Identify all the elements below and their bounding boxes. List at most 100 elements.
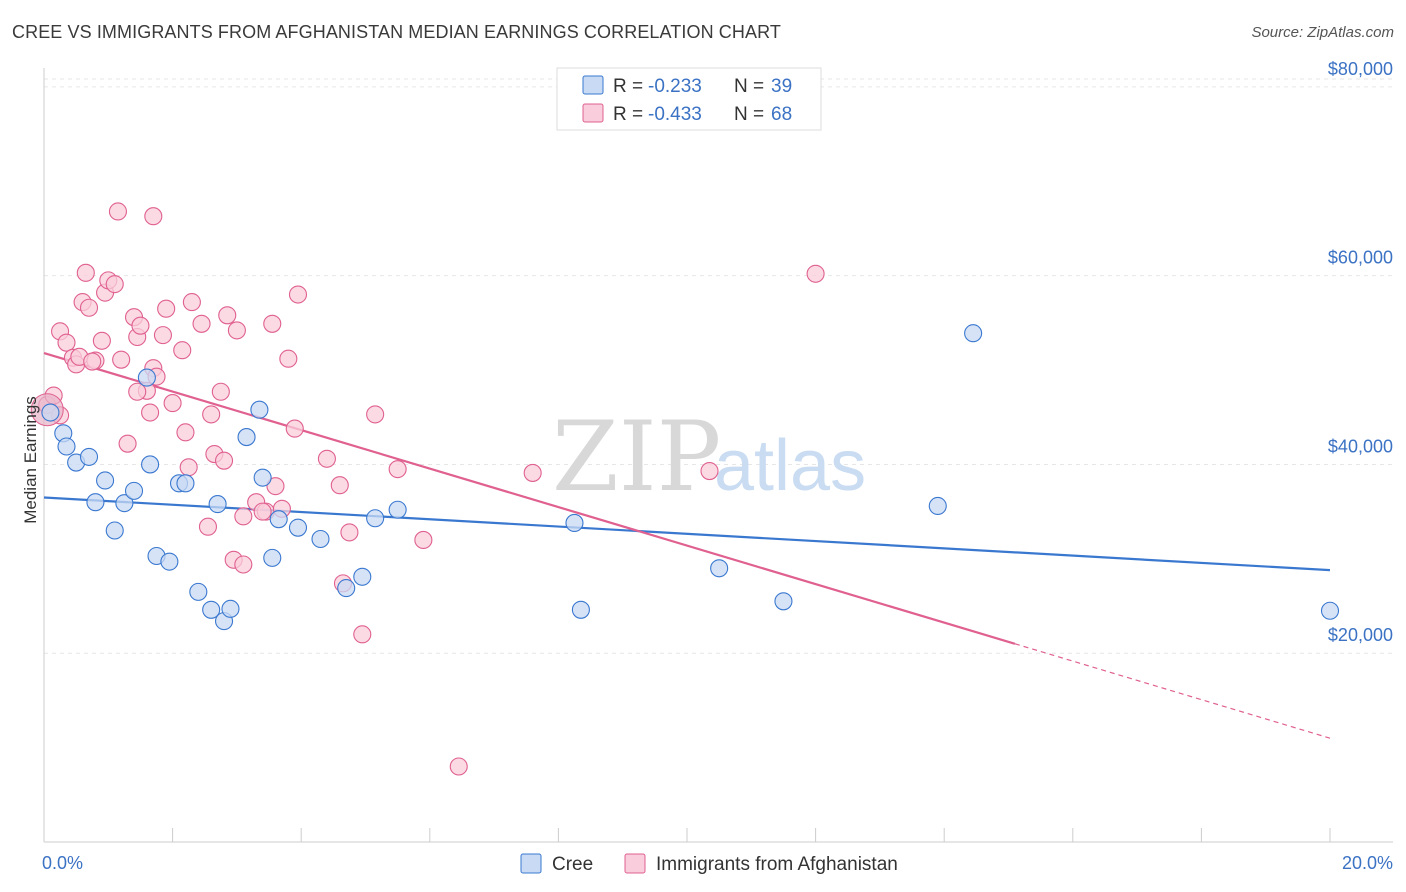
legend-swatch-afghan — [582, 103, 604, 123]
y-tick-label-2: $60,000 — [1328, 248, 1393, 268]
afghan-point — [218, 306, 237, 325]
cree-point — [710, 559, 729, 578]
afghan-point — [198, 517, 218, 536]
afghan-point — [366, 405, 385, 424]
afghan-point — [83, 352, 102, 371]
afghan-point — [227, 321, 246, 340]
afghan-point — [112, 350, 131, 369]
afghan-point — [253, 502, 272, 521]
cree-point — [263, 548, 282, 567]
cree-point — [176, 474, 195, 493]
afghan-point — [105, 275, 124, 294]
cree-point — [1320, 601, 1340, 620]
afghan-point — [179, 458, 198, 477]
cree-point — [269, 510, 288, 529]
afghan-point — [288, 285, 308, 304]
afghan-point — [192, 314, 211, 333]
cree-point — [115, 494, 134, 513]
y-axis-label: Median Earnings — [21, 396, 40, 524]
cree-point — [202, 600, 221, 619]
cree-point — [565, 513, 584, 533]
cree-point — [189, 582, 208, 601]
bottom-legend-label-cree: Cree — [552, 854, 593, 875]
afghan-point — [57, 333, 76, 352]
y-tick-label-3: $80,000 — [1328, 59, 1393, 79]
afghan-point — [234, 507, 253, 526]
afghan-point — [353, 625, 372, 644]
afghan-point — [285, 419, 304, 438]
bottom-legend-label-afghan: Immigrants from Afghanistan — [656, 854, 898, 875]
cree-point — [124, 481, 144, 500]
cree-point — [79, 447, 99, 466]
watermark-atlas: atlas — [714, 426, 866, 506]
afghan-point — [157, 299, 176, 318]
afghan-point — [214, 451, 234, 470]
afghan-point — [340, 523, 359, 542]
legend-r-label-0: R = — [613, 76, 643, 97]
series-cree-points — [41, 324, 1340, 631]
afghan-point — [279, 349, 298, 368]
x-ticks — [43, 828, 1331, 842]
afghan-point — [266, 477, 285, 496]
trend-line-afghan-extension — [1014, 643, 1331, 739]
afghan-point — [128, 382, 147, 401]
afghan-point — [163, 394, 182, 413]
cree-point — [311, 529, 330, 549]
afghan-point — [523, 463, 542, 482]
afghan-point — [263, 314, 282, 333]
legend-n-value-1: 68 — [771, 104, 792, 125]
bottom-legend-swatch-cree — [520, 853, 542, 874]
afghan-point — [388, 460, 407, 479]
cree-point — [250, 400, 269, 419]
chart-source: Source: ZipAtlas.com — [1251, 24, 1394, 41]
axes — [43, 68, 1393, 843]
cree-point — [288, 518, 308, 537]
cree-point — [353, 567, 372, 586]
cree-point — [928, 496, 947, 516]
trend-line-afghan — [43, 352, 1016, 645]
x-tick-label-1: 20.0% — [1342, 853, 1393, 873]
cree-point — [388, 500, 407, 519]
afghan-point — [131, 316, 150, 335]
afghan-point — [700, 461, 719, 481]
cree-point — [41, 403, 60, 422]
afghan-point — [449, 757, 468, 776]
afghan-point — [153, 326, 173, 345]
afghan-point — [806, 264, 825, 283]
y-tick-labels: $20,000 $40,000 $60,000 $80,000 — [1328, 59, 1393, 645]
cree-point — [221, 599, 240, 618]
x-tick-label-0: 0.0% — [42, 853, 83, 873]
afghan-point — [173, 341, 192, 360]
afghan-point — [234, 555, 253, 574]
cree-point — [774, 592, 793, 611]
legend-r-value-0: -0.233 — [648, 76, 702, 97]
cree-point — [237, 428, 256, 447]
afghan-point — [141, 403, 160, 422]
cree-point — [253, 468, 272, 487]
y-tick-label-1: $40,000 — [1328, 436, 1393, 456]
afghan-point — [79, 298, 99, 317]
afghan-point — [108, 202, 127, 221]
watermark: ZIP atlas — [552, 401, 866, 513]
y-tick-label-0: $20,000 — [1328, 625, 1393, 645]
afghan-point — [211, 382, 230, 401]
legend-r-value-1: -0.433 — [648, 104, 702, 125]
afghan-point — [118, 434, 137, 453]
legend: R = -0.233 N = 39 R = -0.433 N = 68 — [556, 67, 822, 131]
cree-point — [105, 521, 124, 540]
cree-point — [86, 493, 105, 512]
cree-point — [964, 324, 983, 343]
afghan-point — [76, 263, 95, 282]
cree-point — [96, 471, 115, 490]
legend-n-label-1: N = — [734, 104, 764, 125]
legend-r-label-1: R = — [613, 104, 643, 125]
cree-point — [57, 437, 76, 456]
afghan-point — [182, 293, 201, 312]
afghan-point — [144, 207, 163, 226]
cree-point — [366, 509, 385, 528]
afghan-point — [317, 449, 336, 468]
cree-point — [141, 455, 160, 474]
cree-point — [571, 600, 590, 619]
afghan-point — [92, 331, 111, 350]
